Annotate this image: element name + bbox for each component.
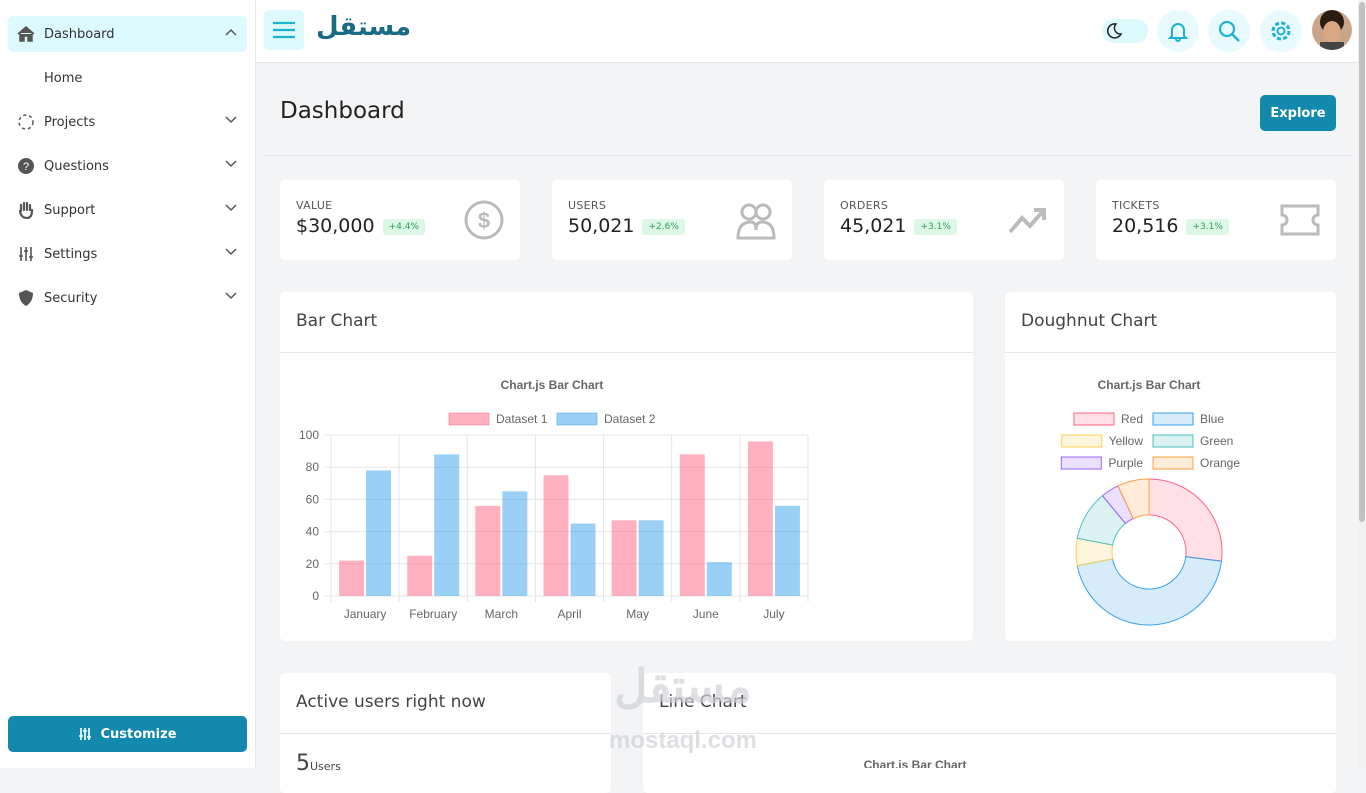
stat-card: USERS 50,021 +2.6%: [552, 180, 792, 260]
menu-label: Settings: [44, 246, 98, 262]
svg-text:?: ?: [23, 161, 29, 173]
menu-label: Questions: [44, 158, 109, 174]
notifications[interactable]: [1157, 10, 1199, 52]
button-label: Explore: [1270, 105, 1326, 121]
line-panel: Line Chart: [643, 673, 1336, 793]
stat-label: USERS: [568, 199, 607, 212]
stat-label: TICKETS: [1112, 199, 1160, 212]
doughnut-panel: Doughnut Chart: [1005, 292, 1336, 641]
stat-value: 45,021 +3.1%: [840, 215, 957, 237]
stat-card: VALUE $30,000 +4.4% $: [280, 180, 520, 260]
menu-toggle[interactable]: [264, 10, 304, 50]
stat-icon: [1280, 204, 1320, 236]
menu-item[interactable]: Support: [8, 192, 247, 228]
active-count: 5Users: [296, 751, 341, 776]
customize-button[interactable]: Customize: [8, 716, 247, 752]
stat-card: ORDERS 45,021 +3.1%: [824, 180, 1064, 260]
scrollbar: [1358, 0, 1366, 768]
panel-title: Active users right now: [296, 692, 486, 712]
menu-item[interactable]: ? Questions: [8, 148, 247, 184]
count: 5: [296, 751, 310, 776]
menu-label: Projects: [44, 114, 96, 130]
page-title: Dashboard: [280, 98, 405, 124]
stat-value: 50,021 +2.6%: [568, 215, 685, 237]
stat-value: $30,000 +4.4%: [296, 215, 425, 237]
menu-item[interactable]: Projects: [8, 104, 247, 140]
settings[interactable]: [1260, 10, 1302, 52]
active-users-panel: Active users right now 5Users: [280, 673, 611, 793]
change-badge: +3.1%: [1186, 219, 1229, 235]
panel-title: Line Chart: [659, 692, 747, 712]
bar-panel: Bar Chart: [280, 292, 973, 641]
menu-item[interactable]: Settings: [8, 236, 247, 272]
divider: [264, 155, 1352, 156]
menu-item[interactable]: Dashboard: [8, 16, 247, 52]
button-label: Customize: [100, 726, 177, 742]
search[interactable]: [1208, 10, 1250, 52]
theme-toggle[interactable]: [1102, 19, 1148, 43]
explore-button[interactable]: Explore: [1260, 95, 1336, 131]
panel-title: Doughnut Chart: [1021, 311, 1158, 331]
unit: Users: [310, 760, 341, 773]
sidebar: Dashboard Home Projects ? Questions Supp…: [0, 0, 256, 768]
value: 50,021: [568, 215, 635, 237]
stat-label: ORDERS: [840, 199, 889, 212]
panel-title: Bar Chart: [296, 311, 378, 331]
stat-icon: [1008, 208, 1046, 234]
change-badge: +2.6%: [642, 219, 685, 235]
menu-label: Home: [44, 70, 83, 86]
stat-card: TICKETS 20,516 +3.1%: [1096, 180, 1336, 260]
avatar[interactable]: [1312, 10, 1352, 50]
value: $30,000: [296, 215, 375, 237]
menu-label: Dashboard: [44, 26, 115, 42]
stat-icon: $: [464, 200, 504, 240]
menu-label: Support: [44, 202, 96, 218]
stat-icon: [736, 203, 776, 240]
logo: مستقل: [316, 12, 412, 42]
stat-label: VALUE: [296, 199, 333, 212]
change-badge: +4.4%: [382, 219, 425, 235]
topbar: مستقل: [256, 0, 1358, 63]
menu-item[interactable]: Home: [8, 60, 247, 96]
menu-item[interactable]: Security: [8, 280, 247, 316]
value: 45,021: [840, 215, 907, 237]
svg-text:$: $: [478, 208, 490, 233]
value: 20,516: [1112, 215, 1179, 237]
change-badge: +3.1%: [914, 219, 957, 235]
stat-value: 20,516 +3.1%: [1112, 215, 1229, 237]
menu-label: Security: [44, 290, 98, 306]
